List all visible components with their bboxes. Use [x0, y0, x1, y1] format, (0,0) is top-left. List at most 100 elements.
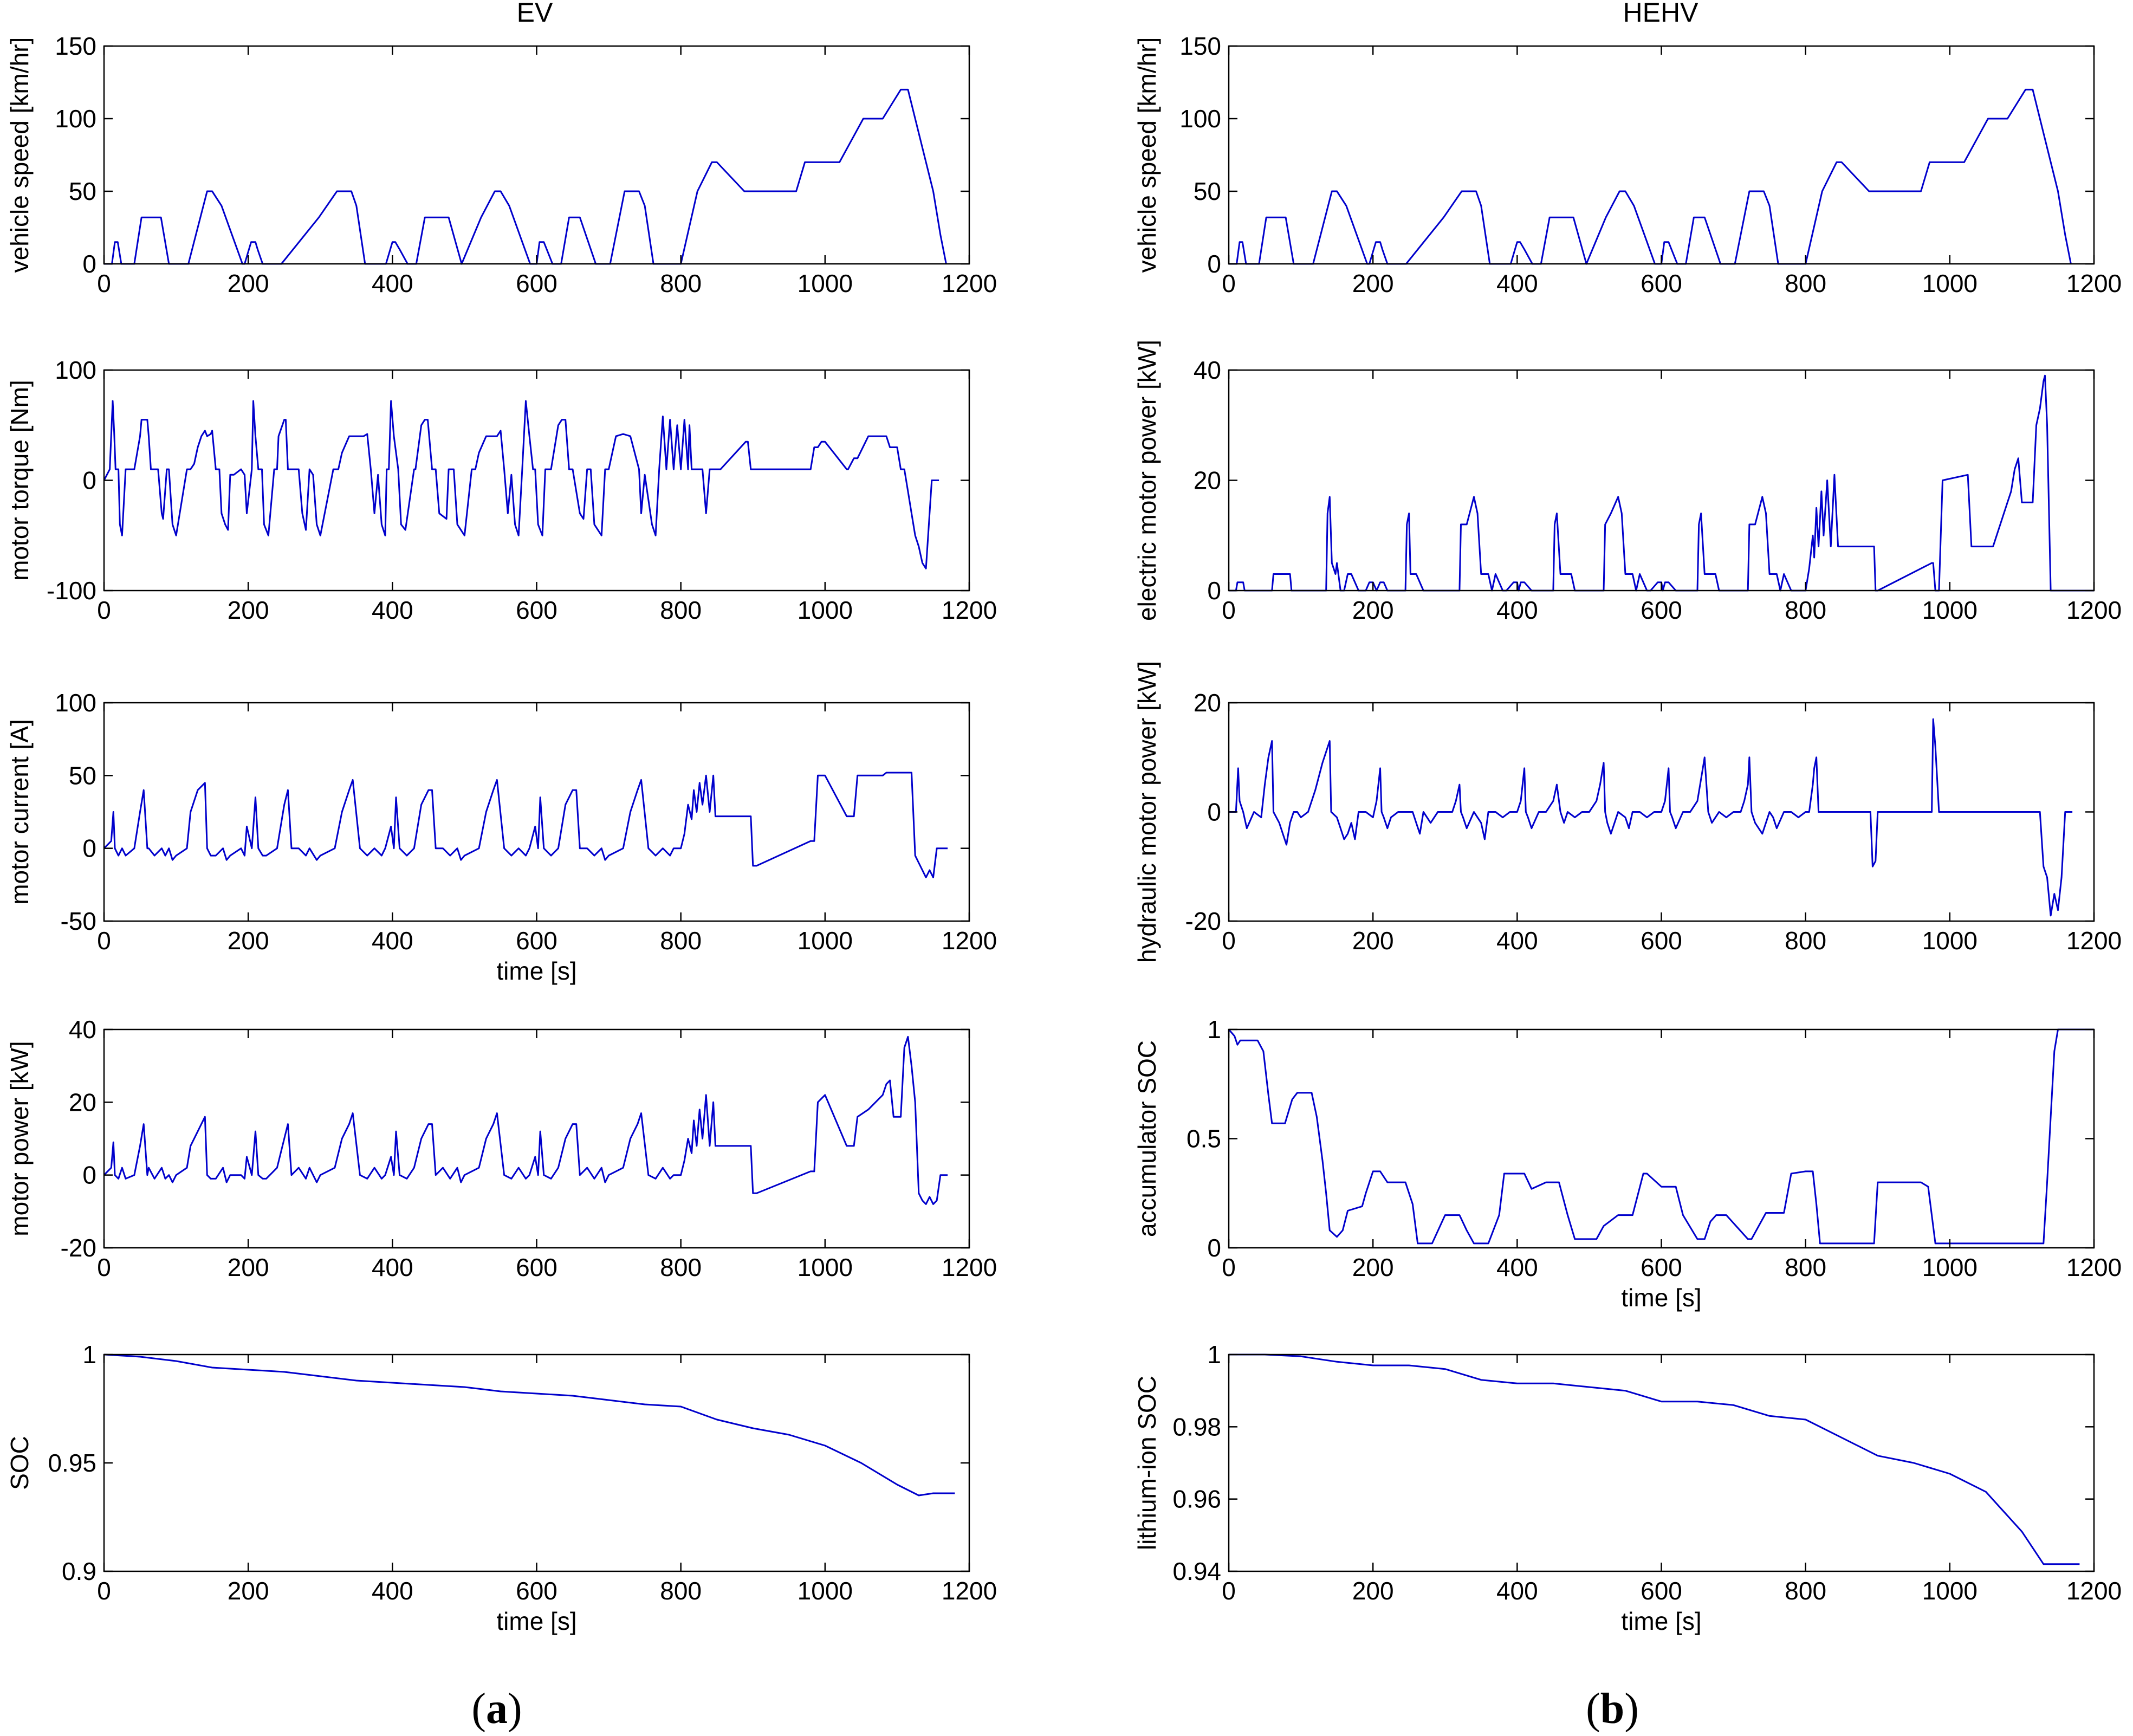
- ev-power-xtick-label: 800: [660, 1253, 702, 1281]
- ev-speed-xtick-label: 600: [516, 269, 557, 297]
- ev-speed-xtick-label: 800: [660, 269, 702, 297]
- hehv-speed-xtick-label: 200: [1352, 269, 1394, 297]
- ev-soc-series-line: [103, 1353, 955, 1497]
- ev-torque-xtick-label: 200: [228, 596, 269, 624]
- ev-power-ytick-label: -20: [61, 1234, 96, 1262]
- column-title-hehv: HEHV: [1623, 0, 1699, 28]
- hehv-speed-xtick-label: 400: [1496, 269, 1538, 297]
- ev-current-ytick-label: 0: [82, 834, 96, 863]
- hehv-hydraulic-power-xtick-label: 600: [1641, 927, 1682, 955]
- ev-current-ytick-label: 100: [55, 689, 96, 717]
- hehv-electric-power-ylabel: electric motor power [kW]: [1133, 340, 1161, 621]
- hehv-lithium-soc-xtick-label: 200: [1352, 1577, 1394, 1605]
- hehv-lithium-soc-ytick-label: 0.96: [1172, 1485, 1221, 1513]
- hehv-speed-ytick-label: 150: [1179, 32, 1221, 60]
- chart-hehv-lithium-soc: 0 200 400 600 800 1000 1200 0.94 0.96 0.98 1 lithiu…: [1133, 1340, 2122, 1635]
- hehv-hydraulic-power-xtick-label: 1000: [1922, 927, 1978, 955]
- hehv-speed-xtick-label: 0: [1222, 269, 1236, 297]
- hehv-lithium-soc-xtick-label: 0: [1222, 1577, 1236, 1605]
- ev-current-xtick-label: 0: [97, 927, 111, 955]
- hehv-speed-ylabel: vehicle speed [km/hr]: [1133, 37, 1161, 273]
- hehv-hydraulic-power-ytick-label: 20: [1194, 689, 1221, 717]
- hehv-electric-power-ytick-label: 20: [1194, 467, 1221, 495]
- ev-current-ytick-label: -50: [61, 907, 96, 935]
- ev-power-ytick-label: 0: [82, 1161, 96, 1189]
- hehv-lithium-soc-ylabel: lithium-ion SOC: [1133, 1376, 1161, 1550]
- hehv-speed-ytick-label: 0: [1207, 250, 1221, 278]
- ev-torque-ylabel: motor torque [Nm]: [5, 380, 34, 581]
- hehv-accumulator-soc-xtick-label: 0: [1222, 1253, 1236, 1281]
- ev-speed-xtick-label: 200: [228, 269, 269, 297]
- ev-soc-ytick-label: 0.9: [62, 1557, 96, 1585]
- hehv-electric-power-xtick-label: 0: [1222, 596, 1236, 624]
- ev-torque-xtick-label: 1200: [942, 596, 997, 624]
- hehv-accumulator-soc-ytick-label: 1: [1207, 1015, 1221, 1044]
- hehv-lithium-soc-ytick-label: 0.98: [1172, 1413, 1221, 1441]
- ev-soc-xtick-label: 1000: [798, 1577, 853, 1605]
- hehv-lithium-soc-xtick-label: 1000: [1922, 1577, 1978, 1605]
- ev-current-xlabel: time [s]: [496, 957, 576, 985]
- ev-speed-ytick-label: 0: [82, 250, 96, 278]
- ev-speed-ylabel: vehicle speed [km/hr]: [5, 37, 34, 273]
- hehv-lithium-soc-series-line: [1229, 1353, 2080, 1565]
- hehv-electric-power-ytick-label: 0: [1207, 576, 1221, 605]
- ev-soc-xtick-label: 200: [228, 1577, 269, 1605]
- hehv-electric-power-series-line: [1229, 374, 2094, 592]
- hehv-speed-ytick-label: 100: [1179, 105, 1221, 133]
- hehv-lithium-soc-ytick-label: 1: [1207, 1340, 1221, 1369]
- ev-speed-ytick-label: 50: [69, 177, 96, 205]
- ev-power-xtick-label: 1000: [798, 1253, 853, 1281]
- ev-speed-xtick-label: 1200: [942, 269, 997, 297]
- ev-current-xtick-label: 800: [660, 927, 702, 955]
- ev-current-xtick-label: 1000: [798, 927, 853, 955]
- ev-torque-ytick-label: -100: [47, 576, 96, 605]
- ev-torque-xtick-label: 0: [97, 596, 111, 624]
- chart-hehv-speed: 0 200 400 600 800 1000 1200 0 50 100 150 vehicle sp…: [1133, 32, 2122, 297]
- hehv-lithium-soc-xtick-label: 400: [1496, 1577, 1538, 1605]
- hehv-lithium-soc-xtick-label: 800: [1785, 1577, 1826, 1605]
- ev-power-xtick-label: 1200: [942, 1253, 997, 1281]
- ev-soc-xtick-label: 400: [372, 1577, 413, 1605]
- ev-speed-ytick-label: 100: [55, 105, 96, 133]
- hehv-hydraulic-power-xtick-label: 1200: [2066, 927, 2122, 955]
- chart-ev-soc: 0 200 400 600 800 1000 1200 0.9 0.95 1 SOC time [s]: [5, 1340, 997, 1635]
- hehv-electric-power-ytick-label: 40: [1194, 356, 1221, 384]
- hehv-speed-xtick-label: 1200: [2066, 269, 2122, 297]
- ev-current-ylabel: motor current [A]: [5, 719, 34, 905]
- ev-soc-xtick-label: 800: [660, 1577, 702, 1605]
- ev-current-series-line: [103, 772, 948, 878]
- panel-label-b-close: ): [1624, 1685, 1639, 1733]
- ev-power-ytick-label: 40: [69, 1015, 96, 1044]
- hehv-hydraulic-power-ylabel: hydraulic motor power [kW]: [1133, 661, 1161, 963]
- ev-speed-xtick-label: 0: [97, 269, 111, 297]
- hehv-hydraulic-power-xtick-label: 200: [1352, 927, 1394, 955]
- ev-speed-ytick-label: 150: [55, 32, 96, 60]
- ev-speed-xtick-label: 1000: [798, 269, 853, 297]
- ev-current-xtick-label: 200: [228, 927, 269, 955]
- hehv-lithium-soc-ytick-label: 0.94: [1172, 1557, 1221, 1585]
- panel-label-b-letter: b: [1600, 1685, 1625, 1733]
- ev-power-xtick-label: 400: [372, 1253, 413, 1281]
- hehv-accumulator-soc-ytick-label: 0.5: [1187, 1125, 1221, 1153]
- ev-soc-xtick-label: 600: [516, 1577, 557, 1605]
- ev-soc-ytick-label: 1: [82, 1340, 96, 1369]
- ev-speed-series-line: [104, 88, 947, 265]
- ev-soc-xlabel: time [s]: [496, 1607, 576, 1635]
- hehv-speed-ytick-label: 50: [1194, 177, 1221, 205]
- hehv-hydraulic-power-xtick-label: 400: [1496, 927, 1538, 955]
- ev-power-xtick-label: 600: [516, 1253, 557, 1281]
- hehv-speed-series-line: [1229, 88, 2072, 265]
- ev-torque-series-line: [103, 400, 939, 569]
- hehv-accumulator-soc-xtick-label: 600: [1641, 1253, 1682, 1281]
- hehv-accumulator-soc-xtick-label: 200: [1352, 1253, 1394, 1281]
- hehv-speed-xtick-label: 600: [1641, 269, 1682, 297]
- hehv-speed-xtick-label: 800: [1785, 269, 1826, 297]
- ev-torque-xtick-label: 600: [516, 596, 557, 624]
- hehv-electric-power-xtick-label: 200: [1352, 596, 1394, 624]
